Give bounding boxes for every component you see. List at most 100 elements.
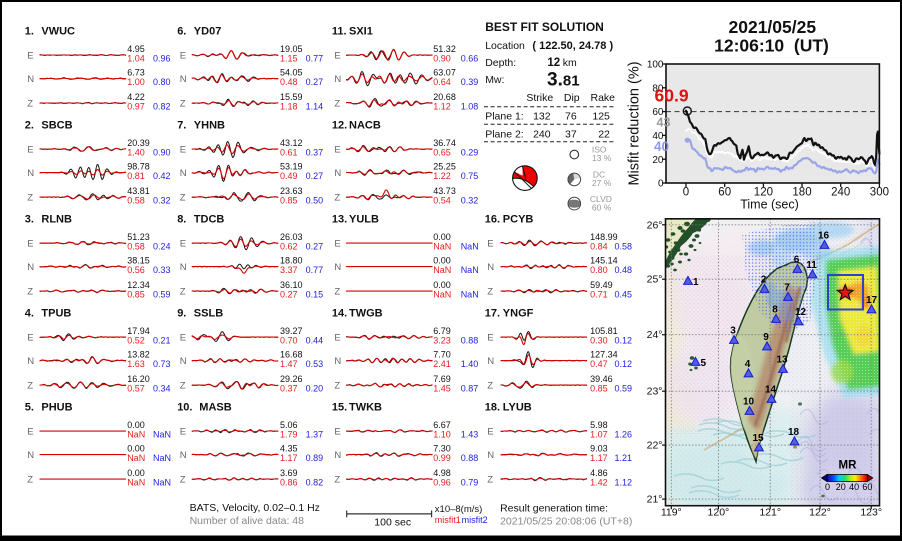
- svg-text:0.00: 0.00: [127, 420, 145, 430]
- svg-text:18.: 18.: [485, 402, 500, 414]
- svg-text:240: 240: [831, 187, 850, 199]
- svg-text:x10–8(m/s): x10–8(m/s): [435, 504, 483, 515]
- svg-text:5: 5: [701, 358, 707, 369]
- svg-text:N: N: [27, 74, 34, 85]
- svg-text:0.79: 0.79: [461, 477, 479, 487]
- svg-text:Z: Z: [27, 286, 33, 297]
- svg-text:0.87: 0.87: [461, 383, 479, 393]
- svg-text:0.61: 0.61: [280, 147, 298, 157]
- svg-text:0.90: 0.90: [433, 53, 451, 63]
- svg-text:Number of alive data: 48: Number of alive data: 48: [190, 515, 305, 527]
- svg-text:0: 0: [825, 482, 830, 492]
- svg-text:8.: 8.: [177, 214, 186, 226]
- svg-text:4.98: 4.98: [433, 468, 451, 478]
- svg-text:0.77: 0.77: [306, 265, 324, 275]
- svg-text:13.: 13.: [332, 214, 347, 226]
- svg-text:0.15: 0.15: [306, 289, 324, 299]
- svg-text:Z: Z: [180, 192, 186, 203]
- svg-text:YHNB: YHNB: [194, 120, 225, 132]
- svg-text:16.: 16.: [485, 214, 500, 226]
- svg-text:15: 15: [752, 433, 764, 444]
- svg-text:1.17: 1.17: [590, 453, 608, 463]
- svg-text:Z: Z: [487, 286, 493, 297]
- svg-text:misfit1: misfit1: [435, 515, 461, 525]
- svg-text:14.: 14.: [332, 308, 347, 320]
- svg-text:1.37: 1.37: [306, 429, 324, 439]
- svg-text:39.46: 39.46: [590, 374, 613, 384]
- svg-text:0.37: 0.37: [306, 147, 324, 157]
- svg-text:E: E: [334, 426, 340, 437]
- svg-text:120°: 120°: [708, 507, 730, 519]
- svg-text:18: 18: [788, 427, 800, 438]
- svg-text:0.82: 0.82: [306, 477, 324, 487]
- svg-text:3: 3: [730, 326, 736, 337]
- svg-text:43.81: 43.81: [127, 186, 150, 196]
- svg-text:( 122.50, 24.78 ): ( 122.50, 24.78 ): [532, 40, 613, 52]
- svg-text:Misfit reduction (%): Misfit reduction (%): [627, 61, 643, 185]
- svg-text:1.: 1.: [25, 26, 34, 38]
- svg-text:Z: Z: [487, 380, 493, 391]
- svg-text:121°: 121°: [759, 507, 781, 519]
- svg-text:0.27: 0.27: [280, 289, 298, 299]
- svg-text:0.27: 0.27: [306, 241, 324, 251]
- svg-text:Plane 1:: Plane 1:: [485, 110, 524, 122]
- svg-text:N: N: [334, 74, 341, 85]
- svg-text:1.47: 1.47: [280, 359, 298, 369]
- svg-text:0.58: 0.58: [127, 241, 145, 251]
- svg-text:MASB: MASB: [199, 402, 231, 414]
- svg-text:3.81: 3.81: [547, 69, 580, 90]
- svg-text:0.90: 0.90: [153, 147, 171, 157]
- svg-text:0.75: 0.75: [461, 171, 479, 181]
- svg-text:0.57: 0.57: [127, 383, 145, 393]
- svg-text:2: 2: [761, 275, 767, 286]
- svg-text:100: 100: [647, 60, 664, 71]
- svg-text:0.96: 0.96: [433, 477, 451, 487]
- svg-text:43.73: 43.73: [433, 186, 456, 196]
- svg-text:1.04: 1.04: [127, 53, 145, 63]
- svg-text:Z: Z: [27, 380, 33, 391]
- svg-text:NaN: NaN: [153, 429, 171, 439]
- svg-text:0.89: 0.89: [306, 453, 324, 463]
- svg-text:0.21: 0.21: [153, 335, 171, 345]
- svg-text:1.21: 1.21: [615, 453, 633, 463]
- svg-text:0.88: 0.88: [461, 335, 479, 345]
- svg-text:0.30: 0.30: [590, 335, 608, 345]
- svg-text:127.34: 127.34: [590, 349, 618, 359]
- svg-text:N: N: [334, 450, 341, 461]
- svg-text:Location: Location: [485, 40, 525, 52]
- svg-text:E: E: [180, 426, 186, 437]
- svg-text:1.12: 1.12: [433, 101, 451, 111]
- svg-text:0.59: 0.59: [615, 383, 633, 393]
- svg-text:0.50: 0.50: [306, 195, 324, 205]
- svg-text:0.56: 0.56: [127, 265, 145, 275]
- svg-text:60: 60: [718, 187, 731, 199]
- svg-text:29.26: 29.26: [280, 374, 303, 384]
- svg-text:0.32: 0.32: [461, 195, 479, 205]
- svg-text:0.27: 0.27: [306, 77, 324, 87]
- svg-text:9.03: 9.03: [590, 443, 608, 453]
- svg-text:Dip: Dip: [564, 92, 580, 104]
- svg-text:E: E: [27, 238, 33, 249]
- svg-text:1.08: 1.08: [461, 101, 479, 111]
- svg-text:6.67: 6.67: [433, 420, 451, 430]
- svg-text:122°: 122°: [809, 507, 831, 519]
- svg-text:Z: Z: [180, 98, 186, 109]
- svg-text:0.32: 0.32: [153, 195, 171, 205]
- svg-text:SBCB: SBCB: [41, 120, 72, 132]
- svg-text:43.12: 43.12: [280, 138, 303, 148]
- svg-text:Z: Z: [27, 474, 33, 485]
- svg-text:21°: 21°: [647, 494, 663, 506]
- svg-text:BATS, Velocity, 0.02–0.1 Hz: BATS, Velocity, 0.02–0.1 Hz: [190, 502, 320, 514]
- svg-text:9.: 9.: [177, 308, 186, 320]
- svg-text:0.59: 0.59: [153, 289, 171, 299]
- svg-text:Z: Z: [180, 474, 186, 485]
- svg-text:1.12: 1.12: [615, 477, 633, 487]
- svg-text:13: 13: [776, 355, 788, 366]
- svg-text:1: 1: [693, 277, 699, 288]
- svg-text:1.42: 1.42: [590, 477, 608, 487]
- svg-text:0.47: 0.47: [590, 359, 608, 369]
- svg-text:6.73: 6.73: [127, 67, 145, 77]
- svg-text:54.05: 54.05: [280, 67, 303, 77]
- svg-text:N: N: [334, 356, 341, 367]
- svg-text:E: E: [27, 332, 33, 343]
